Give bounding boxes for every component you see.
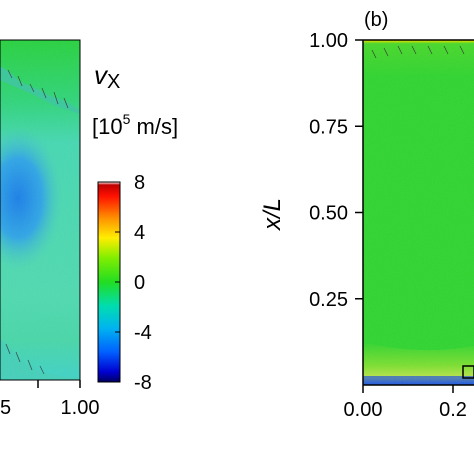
colorbar-units-prefix: [10 — [92, 114, 123, 139]
colorbar-variable-subscript: X — [107, 71, 120, 93]
colorbar-variable: vX — [94, 60, 120, 93]
x-tick-label-a-1: 1.00 — [61, 397, 100, 419]
colorbar-ticks: 8 4 0 -4 -8 — [115, 172, 152, 394]
panel-b: (b) x/L 1.00 0.75 0.50 0.25 0.00 0.2 — [259, 9, 474, 421]
y-tick-label-b: 1.00 — [309, 30, 348, 52]
x-tick-label-a-0: 5 — [0, 397, 11, 419]
heatmap-a — [0, 39, 81, 381]
colorbar-units: [105 m/s] — [92, 111, 178, 139]
colorbar-units-suffix: m/s] — [130, 114, 178, 139]
x-tick-label-b: 0.2 — [439, 399, 467, 421]
panel-label-b: (b) — [364, 9, 388, 31]
colorbar-title: vX [105 m/s] — [92, 60, 178, 139]
x-ticks-a: 5 1.00 — [0, 380, 99, 419]
colorbar-tick-label: 4 — [134, 222, 145, 244]
colorbar-tick-label: -4 — [134, 322, 152, 344]
colorbar-tick-label: -8 — [134, 372, 152, 394]
colorbar-tick-label: 0 — [134, 272, 145, 294]
y-tick-label-b: 0.25 — [309, 289, 348, 311]
colorbar-units-exponent: 5 — [123, 111, 131, 127]
heatmap-b — [362, 39, 474, 386]
x-ticks-b: 0.00 0.2 — [344, 385, 467, 421]
y-ticks-b: 1.00 0.75 0.50 0.25 — [309, 30, 363, 311]
colorbar-variable-main: v — [94, 60, 109, 90]
colorbar: 8 4 0 -4 -8 — [97, 172, 152, 394]
panel-a: 5 1.00 vX [105 m/s] 840-4-8 — [0, 39, 178, 419]
y-tick-label-b: 0.75 — [309, 116, 348, 138]
y-tick-label-b: 0.50 — [309, 203, 348, 225]
x-tick-label-b: 0.00 — [344, 399, 383, 421]
marker-box-b — [462, 365, 474, 379]
colorbar-tick-label: 8 — [134, 172, 145, 194]
y-axis-title-b: x/L — [259, 198, 286, 231]
